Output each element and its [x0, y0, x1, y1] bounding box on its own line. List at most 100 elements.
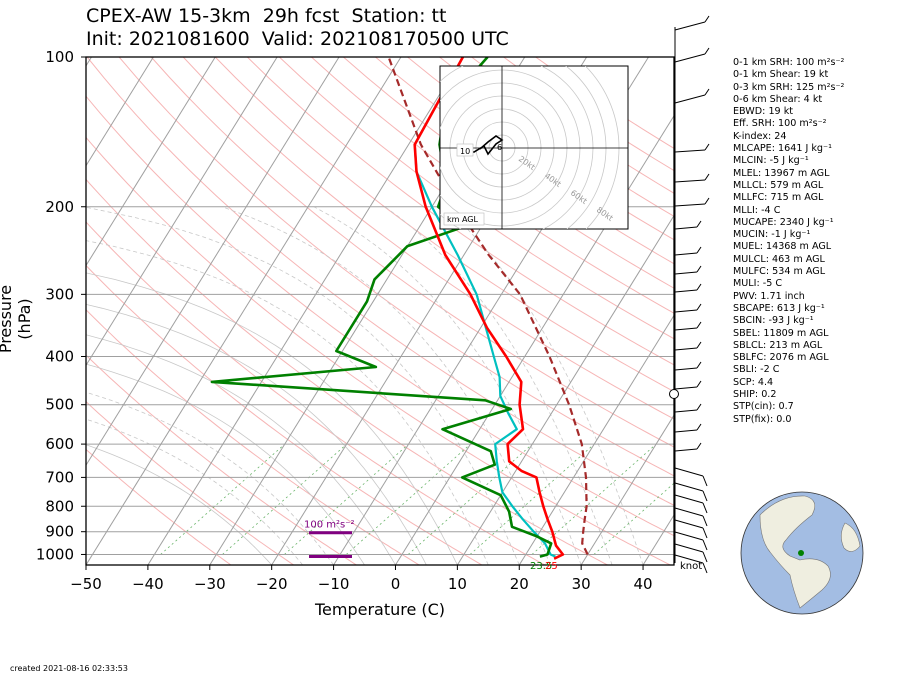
- wind-barb: [674, 409, 698, 413]
- isotherm: [456, 214, 674, 565]
- hodograph-mark-label: 6: [497, 143, 502, 152]
- wind-barb: [674, 429, 698, 433]
- wind-barb-flag: [696, 283, 702, 291]
- moist-adiabat: [86, 206, 520, 565]
- wind-barb: [674, 179, 706, 183]
- dry-adiabat: [86, 95, 674, 537]
- wind-barb: [674, 327, 698, 331]
- isotherm: [86, 57, 216, 267]
- y-axis-label: Pressure (hPa): [0, 284, 34, 354]
- wind-barb-flag: [704, 47, 710, 55]
- sounding-index: MLCAPE: 1641 J kg⁻¹: [733, 143, 832, 155]
- moist-adiabat: [384, 206, 613, 565]
- wind-barb-flag: [696, 303, 702, 311]
- sounding-index: MLCIN: -5 J kg⁻¹: [733, 155, 809, 167]
- station-marker: [798, 550, 804, 556]
- isotherm: [86, 57, 154, 167]
- x-tick-label: −50: [70, 575, 102, 593]
- y-tick-label: 900: [45, 523, 74, 541]
- wind-barb: [674, 507, 704, 517]
- x-tick-label: 20: [510, 575, 529, 593]
- wind-barb-flag: [704, 197, 710, 205]
- sounding-index: EBWD: 19 kt: [733, 106, 794, 118]
- sounding-index: MULI: -5 C: [733, 278, 783, 290]
- wind-barbs: knot: [669, 15, 710, 574]
- wind-barb-flag: [702, 475, 708, 487]
- wind-barb-flag: [702, 551, 708, 563]
- mixing-ratio-line: [346, 443, 471, 555]
- chart-title: CPEX-AW 15-3km 29h fcst Station: tt: [86, 5, 447, 27]
- y-tick-label: 400: [45, 348, 74, 366]
- plot-frame: [85, 56, 675, 566]
- moist-adiabat: [222, 206, 551, 565]
- dry-adiabat: [86, 136, 671, 565]
- hodograph-trace: [459, 135, 504, 156]
- wind-barb: [674, 203, 706, 207]
- parcel-line: [387, 57, 589, 555]
- globe-land: [840, 522, 861, 552]
- wind-barb-flag: [696, 220, 702, 228]
- wind-barb: [674, 367, 698, 371]
- mixing-ratio-line: [593, 482, 674, 555]
- sounding-index: MUCAPE: 2340 J kg⁻¹: [733, 216, 834, 228]
- hodograph-legend-box: [443, 212, 485, 226]
- globe-map: [740, 491, 864, 615]
- wind-barb-flag: [696, 380, 702, 388]
- sounding-index: SBEL: 11809 m AGL: [733, 327, 829, 339]
- x-tick-label: −10: [318, 575, 350, 593]
- mixing-ratio-line: [160, 443, 286, 555]
- wind-barb: [674, 494, 704, 504]
- dry-adiabat: [86, 178, 608, 565]
- sounding-index: 0-6 km Shear: 4 kt: [733, 93, 823, 105]
- dry-adiabat: [246, 57, 674, 366]
- knot-label: knot: [680, 561, 702, 572]
- moist-adiabat: [86, 240, 489, 565]
- wind-barb-flag: [704, 143, 710, 151]
- dry-adiabat: [375, 57, 674, 265]
- x-tick-label: −30: [194, 575, 226, 593]
- wind-barb: [674, 347, 698, 351]
- x-tick-label: 10: [448, 575, 467, 593]
- wind-barb: [674, 519, 704, 529]
- dry-adiabat: [86, 400, 294, 565]
- wind-barb: [674, 252, 698, 256]
- dry-adiabat: [86, 264, 483, 565]
- sounding-index: SBLCL: 213 m AGL: [733, 339, 823, 351]
- mixing-ratio-line: [222, 443, 347, 555]
- x-axis-label: Temperature (C): [314, 600, 446, 619]
- wind-barb: [674, 309, 698, 313]
- sounding-index: SBCIN: -93 J kg⁻¹: [733, 315, 814, 327]
- sounding-index: SHIP: 0.2: [733, 389, 777, 401]
- sounding-index: MLEL: 13967 m AGL: [733, 167, 830, 179]
- wind-barb: [674, 271, 698, 275]
- sounding-indices: 0-1 km SRH: 100 m²s⁻² 0-1 km Shear: 19 kt…: [733, 57, 844, 426]
- wind-barb-flag: [696, 321, 702, 329]
- srh-label: 100 m²s⁻²: [304, 520, 355, 531]
- x-tick-label: −40: [132, 575, 164, 593]
- moist-adiabat: [313, 206, 582, 565]
- x-tick-label: 40: [634, 575, 653, 593]
- wind-barb: [674, 53, 706, 63]
- y-tick-label: 800: [45, 497, 74, 515]
- y-tick-label: 300: [45, 285, 74, 303]
- wind-barb: [674, 482, 704, 492]
- wind-barb: [674, 226, 698, 230]
- dry-adiabat: [86, 354, 357, 565]
- dewpoint-line: [210, 57, 553, 558]
- mixing-ratio-line: [284, 443, 409, 555]
- wind-barb: [674, 448, 698, 452]
- sounding-index: MULFC: 534 m AGL: [733, 266, 826, 278]
- dry-adiabat: [86, 57, 674, 506]
- y-tick-label: 1000: [36, 545, 74, 563]
- wind-barb-flag: [696, 423, 702, 431]
- y-tick-label: 200: [45, 198, 74, 216]
- sounding-index: MLLCL: 579 m AGL: [733, 179, 824, 191]
- sounding-index: STP(cin): 0.7: [733, 401, 794, 413]
- wind-barb-flag: [702, 562, 708, 574]
- sounding-index: K-index: 24: [733, 130, 787, 142]
- wind-barb: [674, 467, 704, 477]
- wind-barb: [674, 554, 704, 564]
- isotherm: [147, 57, 464, 565]
- sounding-index: Eff. SRH: 100 m²s⁻²: [733, 118, 827, 130]
